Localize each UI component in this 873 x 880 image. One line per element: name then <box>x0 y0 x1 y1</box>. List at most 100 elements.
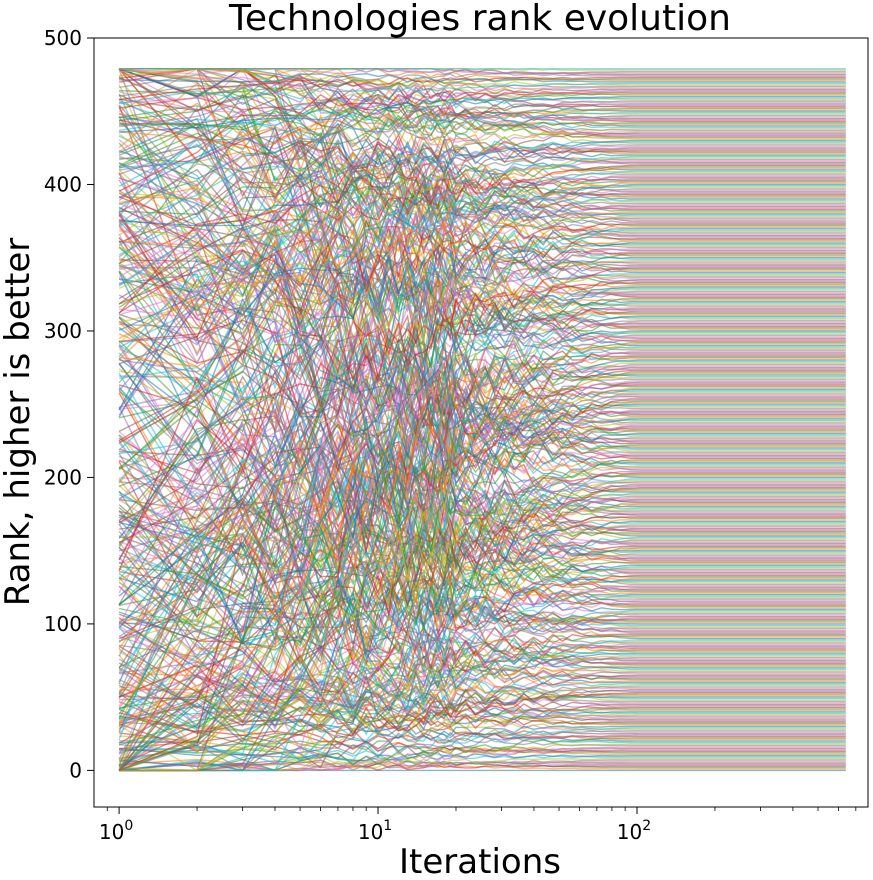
series-line <box>118 180 846 309</box>
series-line <box>118 504 846 754</box>
series-line <box>119 712 846 744</box>
series-line <box>118 192 846 346</box>
series-line <box>118 281 846 561</box>
series-line <box>118 522 846 639</box>
series-line <box>118 229 846 309</box>
series-line <box>118 242 846 331</box>
series-line <box>118 130 846 188</box>
series-line <box>118 176 846 248</box>
series-line <box>118 183 846 418</box>
series-line <box>118 547 846 771</box>
series-line <box>118 644 846 715</box>
series-line <box>118 207 846 278</box>
y-axis-label: Rank, higher is better <box>0 238 38 606</box>
series-line <box>119 744 846 759</box>
y-tick-label: 200 <box>44 465 82 489</box>
series-line <box>118 383 846 553</box>
series-line <box>118 286 846 539</box>
series-line <box>119 689 846 772</box>
series-line <box>118 68 846 257</box>
series-line <box>118 403 846 733</box>
series-line <box>118 700 846 747</box>
series-line <box>118 274 846 365</box>
series-line <box>118 247 846 391</box>
series-line <box>118 327 846 500</box>
series-line <box>118 371 846 767</box>
y-tick-label: 300 <box>44 319 82 343</box>
series-line <box>118 298 846 546</box>
series-line <box>119 109 846 149</box>
x-axis-label: Iterations <box>399 842 561 876</box>
series-line <box>118 685 846 771</box>
series-line <box>118 343 846 487</box>
series-line <box>118 453 846 586</box>
series-line <box>118 212 846 447</box>
series-line <box>118 372 846 505</box>
series-line <box>119 375 846 575</box>
series-line <box>119 188 846 344</box>
series-line <box>119 139 846 227</box>
series-line <box>118 339 846 685</box>
series-line <box>118 222 846 305</box>
series-line <box>118 100 846 169</box>
series-line <box>118 114 846 176</box>
series-line <box>118 82 846 105</box>
series-line <box>119 111 846 169</box>
series-line <box>119 528 846 701</box>
series-line <box>118 264 846 361</box>
series-line <box>119 611 846 772</box>
series-line <box>118 167 846 224</box>
series-line <box>118 274 846 419</box>
series-line <box>118 421 846 642</box>
series-line <box>118 182 846 340</box>
series-line <box>119 758 846 770</box>
series-line <box>118 320 846 618</box>
series-line <box>119 759 846 772</box>
series-line <box>118 493 846 619</box>
x-tick-label: 102 <box>617 818 651 844</box>
series-line <box>118 481 846 695</box>
series-line <box>118 459 846 746</box>
series-line <box>118 316 846 480</box>
series-line <box>118 346 846 741</box>
series-line <box>118 617 846 771</box>
series-lines <box>118 67 846 772</box>
series-line <box>118 267 846 572</box>
chart-title: Technologies rank evolution <box>228 0 731 39</box>
series-line <box>118 132 846 244</box>
plot-frame <box>93 37 869 808</box>
series-line <box>118 689 846 767</box>
series-line <box>119 128 846 200</box>
series-line <box>118 248 846 501</box>
series-line <box>118 224 846 355</box>
series-line <box>118 494 846 672</box>
series-line <box>119 70 846 97</box>
series-line <box>118 130 846 186</box>
series-line <box>118 221 846 316</box>
series-line <box>118 117 846 168</box>
series-line <box>119 342 846 575</box>
series-line <box>118 712 846 735</box>
series-line <box>118 145 846 202</box>
series-line <box>119 203 846 278</box>
series-line <box>119 639 846 772</box>
series-line <box>118 682 846 731</box>
series-line <box>118 470 846 754</box>
series-line <box>118 644 846 726</box>
series-line <box>118 68 846 331</box>
series-line <box>119 68 846 121</box>
series-line <box>119 652 846 772</box>
y-tick-label: 100 <box>44 612 82 636</box>
series-line <box>118 634 846 771</box>
series-line <box>118 155 846 287</box>
series-line <box>118 665 846 753</box>
series-line <box>119 68 846 174</box>
series-line <box>118 585 846 676</box>
series-line <box>118 576 846 691</box>
series-line <box>118 160 846 240</box>
series-line <box>118 635 846 733</box>
series-line <box>118 492 846 720</box>
series-line <box>119 78 846 95</box>
series-line <box>118 599 846 771</box>
